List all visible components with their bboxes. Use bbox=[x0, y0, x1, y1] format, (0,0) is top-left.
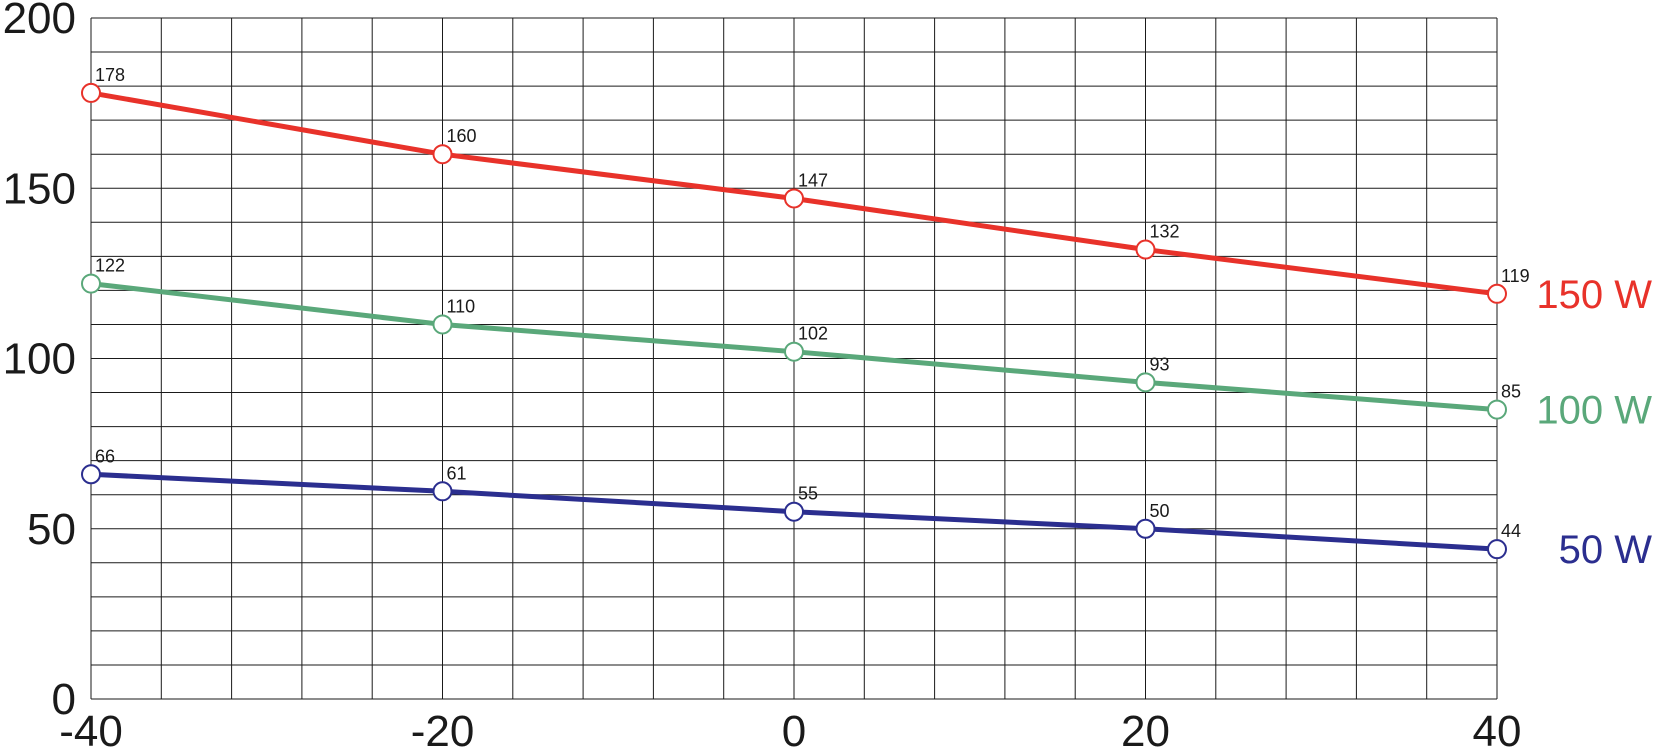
y-tick-label: 100 bbox=[3, 335, 76, 384]
data-point-marker bbox=[1135, 239, 1156, 260]
data-point-marker bbox=[81, 82, 101, 103]
x-tick-label: -20 bbox=[411, 707, 475, 755]
data-point-marker bbox=[432, 144, 453, 165]
y-tick-label: 150 bbox=[3, 164, 76, 213]
data-label: 119 bbox=[1501, 266, 1530, 286]
series-150w: 178 160 147 132 119 bbox=[81, 65, 1530, 304]
data-point-marker bbox=[432, 481, 453, 502]
data-point-marker bbox=[784, 188, 804, 209]
data-point-marker bbox=[1487, 399, 1507, 420]
data-label: 178 bbox=[95, 65, 125, 85]
x-tick-label: 40 bbox=[1473, 707, 1522, 755]
data-label: 66 bbox=[95, 446, 115, 466]
y-axis: 0 50 100 150 200 bbox=[3, 0, 76, 724]
series-50w: 66 61 55 50 44 bbox=[81, 446, 1521, 560]
series-name-label: 100 W bbox=[1536, 389, 1652, 433]
data-label: 160 bbox=[447, 126, 477, 146]
data-label: 147 bbox=[798, 170, 828, 190]
grid bbox=[90, 17, 1498, 700]
data-point-marker bbox=[1487, 539, 1507, 560]
x-axis: -40 -20 0 20 40 bbox=[59, 707, 1521, 755]
data-label: 50 bbox=[1150, 501, 1170, 521]
data-point-marker bbox=[81, 273, 101, 294]
x-tick-label: 0 bbox=[782, 707, 806, 755]
series-layer: 178 160 147 132 119 122 110 102 93 85 66 61 55 50 44 bbox=[81, 65, 1530, 560]
data-label: 132 bbox=[1150, 222, 1180, 242]
y-tick-label: 0 bbox=[52, 675, 76, 724]
data-point-marker bbox=[1135, 372, 1156, 393]
x-tick-label: -40 bbox=[59, 707, 123, 755]
series-name-label: 50 W bbox=[1559, 528, 1653, 572]
legend: 150 W 100 W 50 W bbox=[1536, 273, 1652, 572]
series-100w: 122 110 102 93 85 bbox=[81, 256, 1521, 420]
data-label: 110 bbox=[447, 296, 476, 316]
data-label: 93 bbox=[1150, 354, 1170, 374]
data-label: 61 bbox=[447, 463, 467, 483]
data-label: 85 bbox=[1501, 382, 1521, 402]
data-point-marker bbox=[432, 314, 453, 335]
data-point-marker bbox=[784, 501, 804, 522]
data-point-marker bbox=[81, 464, 101, 485]
data-label: 44 bbox=[1501, 521, 1521, 541]
series-name-label: 150 W bbox=[1536, 273, 1652, 317]
x-tick-label: 20 bbox=[1121, 707, 1170, 755]
data-point-marker bbox=[1135, 518, 1156, 539]
data-label: 122 bbox=[95, 256, 125, 276]
data-point-marker bbox=[1487, 283, 1507, 304]
data-label: 102 bbox=[798, 324, 828, 344]
y-tick-label: 50 bbox=[27, 505, 76, 554]
y-tick-label: 200 bbox=[3, 0, 76, 43]
data-label: 55 bbox=[798, 484, 818, 504]
data-point-marker bbox=[784, 341, 804, 362]
